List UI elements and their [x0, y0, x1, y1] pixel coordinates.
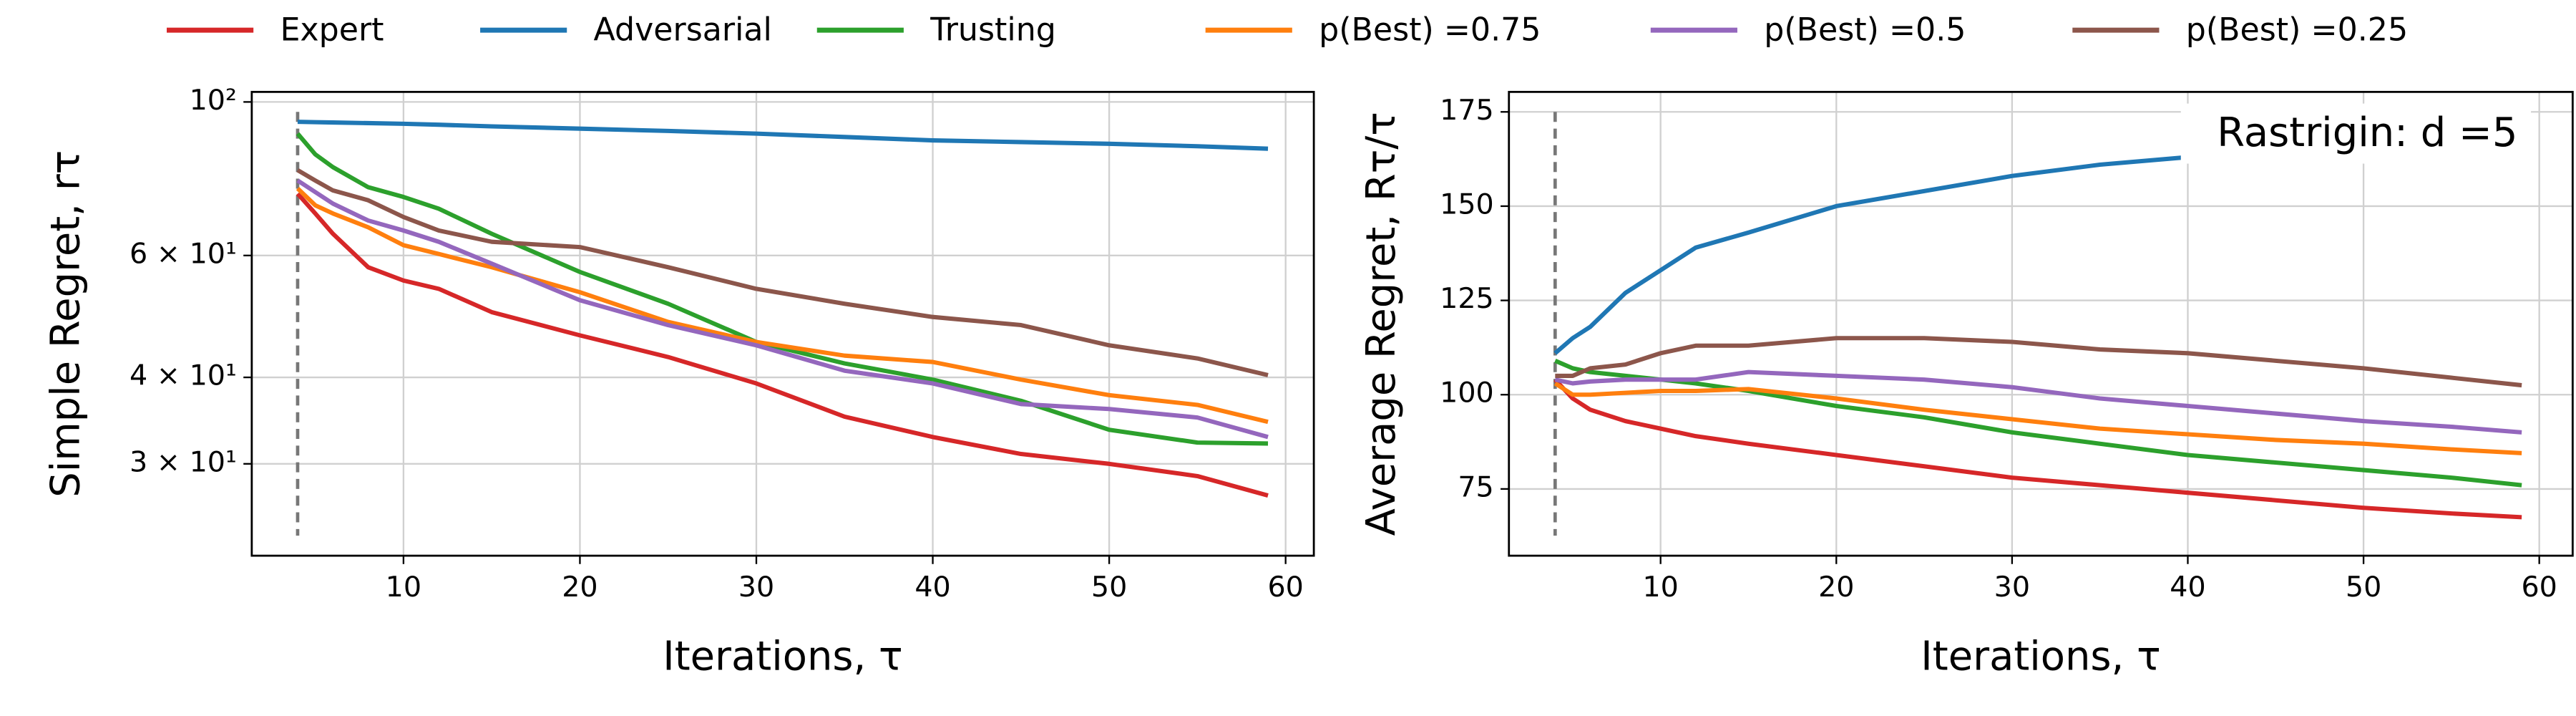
- series-line: [296, 186, 1269, 425]
- series-line: [1554, 359, 2522, 488]
- y-tick-label: 10²: [190, 84, 237, 117]
- series-line: [1553, 378, 2522, 520]
- y-tick-label: 125: [1440, 282, 1494, 315]
- legend-label: Adversarial: [594, 11, 772, 48]
- legend-label: p(Best) =0.25: [2186, 11, 2408, 48]
- series-line: [296, 168, 1269, 377]
- y-tick-label: 6 × 10¹: [130, 237, 237, 270]
- series-group: [1553, 125, 2522, 520]
- annotation-box: [2180, 103, 2532, 164]
- axes-frame: [1508, 90, 2574, 557]
- legend-label: p(Best) =0.75: [1319, 11, 1541, 48]
- x-tick-label: 20: [562, 571, 597, 604]
- x-tick-label: 60: [1267, 571, 1303, 604]
- legend-label: Expert: [280, 11, 384, 48]
- x-tick-label: 50: [1091, 571, 1127, 604]
- axes-frame: [250, 90, 1315, 557]
- x-tick-label: 60: [2521, 571, 2557, 604]
- legend-label: p(Best) =0.5: [1764, 11, 1966, 48]
- series-line: [1555, 336, 2522, 388]
- x-tick-label: 40: [2170, 571, 2205, 604]
- x-axis-label: Iterations, τ: [663, 634, 902, 680]
- series-line: [1553, 381, 2522, 455]
- legend-label: Trusting: [930, 11, 1056, 48]
- y-tick-label: 100: [1440, 377, 1494, 410]
- y-tick-label: 4 × 10¹: [130, 359, 237, 392]
- y-tick-label: 150: [1440, 188, 1494, 221]
- x-tick-label: 30: [738, 571, 774, 604]
- x-tick-label: 20: [1818, 571, 1854, 604]
- series-line: [1554, 369, 2522, 435]
- series-line: [296, 192, 1269, 498]
- x-tick-label: 50: [2346, 571, 2381, 604]
- y-tick-label: 175: [1440, 94, 1494, 127]
- x-axis-label: Iterations, τ: [1921, 634, 2160, 680]
- series-line: [296, 178, 1269, 440]
- y-tick-label: 75: [1458, 470, 1493, 503]
- y-axis-label: Simple Regret, rτ: [43, 150, 89, 498]
- x-tick-label: 10: [386, 571, 421, 604]
- annotation: Rastrigin: d =5: [2217, 110, 2517, 156]
- series-line: [296, 132, 1269, 446]
- x-tick-label: 10: [1642, 571, 1678, 604]
- series-line: [297, 120, 1269, 151]
- y-tick-label: 3 × 10¹: [130, 445, 237, 478]
- y-axis-label: Average Regret, Rτ/τ: [1358, 112, 1405, 536]
- x-tick-label: 40: [914, 571, 950, 604]
- series-group: [296, 120, 1269, 498]
- x-tick-label: 30: [1994, 571, 2030, 604]
